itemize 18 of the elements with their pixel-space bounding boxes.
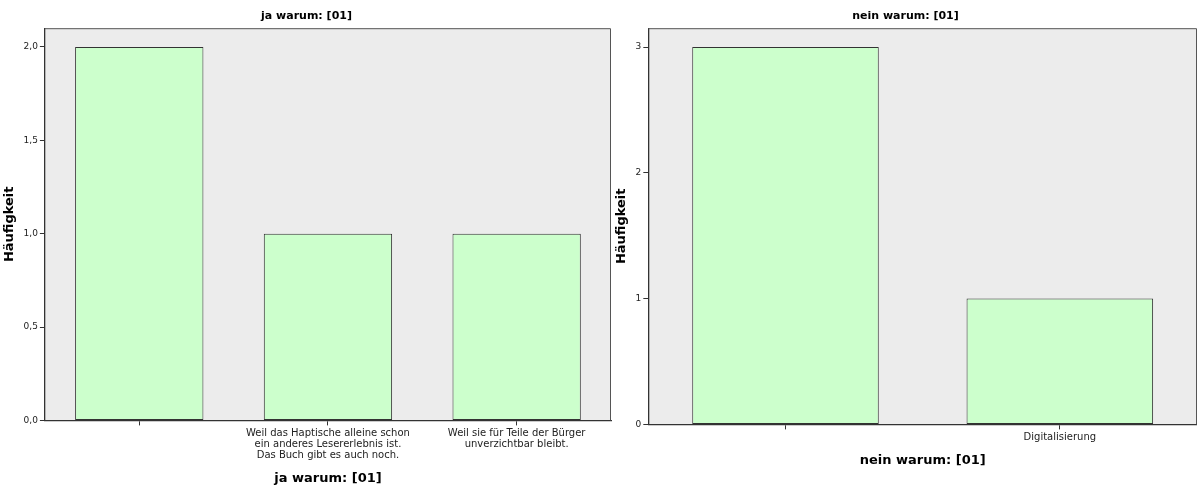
y-tick-label: 1,5 [23,134,38,145]
y-tick-label: 3 [635,41,642,52]
y-tick-label: 0,5 [23,321,38,332]
x-axis-title: ja warum: [01] [273,469,382,485]
y-axis-title: Häufigkeit [1,186,17,263]
chart-title: nein warum: [01] [852,9,959,23]
x-axis-title: nein warum: [01] [859,451,986,467]
y-tick-label: 0,0 [23,414,39,425]
y-tick-label: 2,0 [23,41,39,52]
y-tick-label: 2 [635,167,642,178]
y-tick-label: 1,0 [23,227,39,238]
x-tick-label: Weil das Haptische alleine schon ein anderes Lesererlebnis ist. Das Buch gibt es auch noch. [246,427,410,461]
x-tick-label: Weil sie für Teile der Bürger unverzichtbar bleibt. [447,427,587,450]
chart-title: ja warum: [01] [260,9,352,23]
y-tick-label: 1 [635,292,642,303]
y-axis-title: Häufigkeit [613,188,629,265]
x-tick-label: Digitalisierung [1023,431,1097,443]
y-tick-label: 0 [635,418,642,429]
